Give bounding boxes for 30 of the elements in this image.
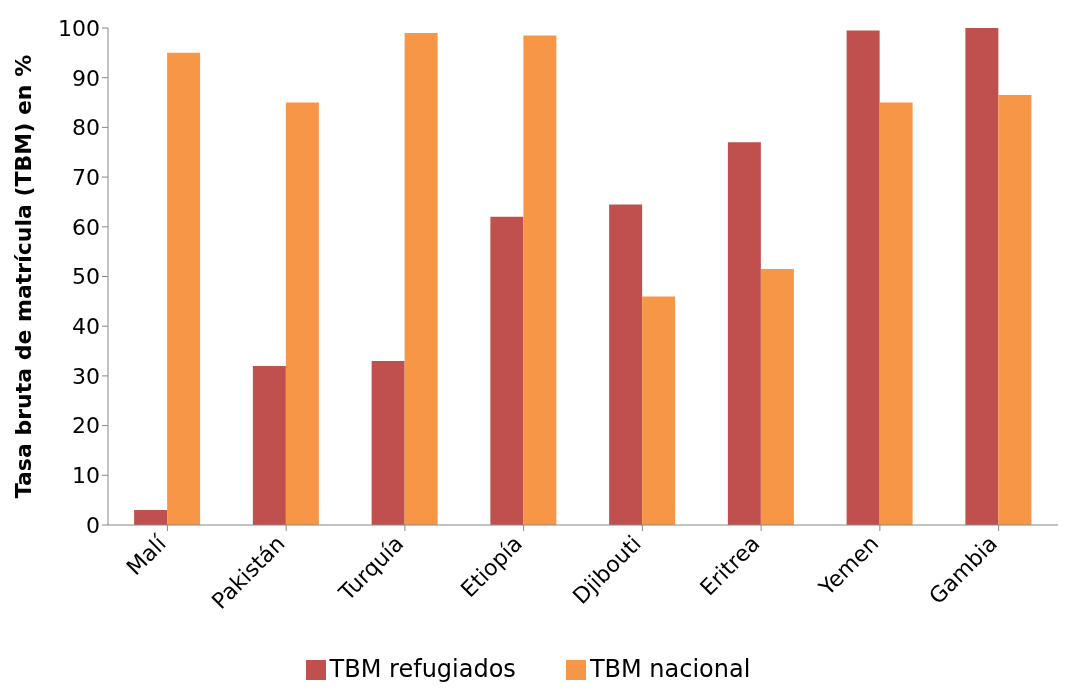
bar bbox=[490, 216, 524, 525]
bar bbox=[760, 269, 794, 525]
bar bbox=[642, 296, 676, 525]
y-tick-label: 100 bbox=[58, 15, 100, 41]
bar bbox=[965, 28, 999, 525]
bar bbox=[167, 52, 201, 525]
y-tick-label: 20 bbox=[72, 413, 100, 439]
bar bbox=[134, 510, 168, 525]
y-tick-label: 60 bbox=[72, 214, 100, 240]
bar bbox=[727, 142, 761, 525]
bar bbox=[252, 365, 286, 525]
y-tick-label: 90 bbox=[72, 65, 100, 91]
y-tick-label: 10 bbox=[72, 463, 100, 489]
bar bbox=[285, 102, 319, 525]
y-tick-label: 40 bbox=[72, 314, 100, 340]
y-tick-label: 0 bbox=[86, 512, 100, 538]
bar bbox=[879, 102, 913, 525]
y-tick-label: 80 bbox=[72, 115, 100, 141]
bar bbox=[523, 35, 557, 525]
bar bbox=[846, 30, 880, 525]
y-tick-label: 70 bbox=[72, 164, 100, 190]
y-tick-label: 50 bbox=[72, 264, 100, 290]
y-tick-label: 30 bbox=[72, 363, 100, 389]
bar bbox=[998, 95, 1032, 525]
y-axis-title: Tasa bruta de matrícula (TBM) en % bbox=[10, 54, 36, 499]
bar bbox=[609, 204, 643, 525]
legend-label: TBM refugiados bbox=[329, 655, 516, 683]
bar bbox=[404, 32, 438, 525]
legend-label: TBM nacional bbox=[589, 655, 751, 683]
bar bbox=[371, 360, 405, 525]
